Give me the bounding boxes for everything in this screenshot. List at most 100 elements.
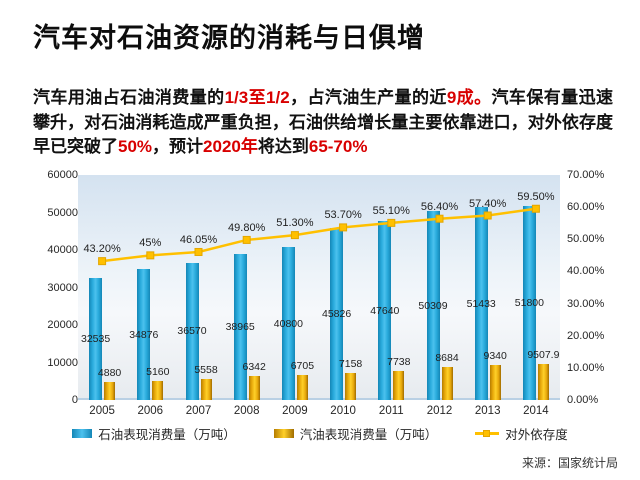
- bar-value-label-gasoline: 6342: [242, 361, 266, 374]
- bar-value-label-gasoline: 7738: [387, 355, 411, 368]
- bar-value-label-gasoline: 8684: [435, 352, 459, 365]
- line-marker: [146, 251, 155, 260]
- line-point-label: 46.05%: [179, 233, 218, 246]
- bar-petroleum-consumption: [185, 262, 199, 400]
- y-axis-tick: 30000: [47, 281, 78, 294]
- x-axis-label: 2005: [89, 405, 115, 417]
- line-marker: [387, 218, 396, 227]
- bar-petroleum-consumption: [281, 247, 295, 400]
- legend-item: 石油表现消费量（万吨）: [72, 424, 236, 443]
- line-marker: [339, 223, 348, 232]
- bar-value-label-petroleum: 36570: [177, 325, 207, 338]
- line-marker: [242, 235, 251, 244]
- line-marker: [290, 231, 299, 240]
- bar-gasoline-consumption: [104, 381, 116, 400]
- line-point-label: 43.20%: [83, 243, 121, 256]
- bar-value-label-petroleum: 47640: [370, 304, 400, 317]
- combo-chart: 0 10000 20000 30000 40000 50000 60000 0.00% 10.0…: [0, 168, 640, 420]
- intro-highlight: 2020年: [203, 137, 258, 156]
- source-note: 来源：国家统计局: [521, 456, 618, 470]
- x-axis-label: 2014: [523, 405, 549, 417]
- y-axis-tick: 40000: [47, 244, 78, 256]
- legend-swatch-line-icon: [475, 429, 500, 438]
- bar-gasoline-consumption: [393, 370, 405, 400]
- bar-petroleum-consumption: [426, 211, 440, 400]
- legend-label: 石油表现消费量（万吨）: [98, 427, 236, 442]
- x-axis-label: 2010: [330, 405, 356, 417]
- right-axis-tick: 50.00%: [567, 233, 605, 246]
- bar-gasoline-consumption: [152, 380, 164, 400]
- bar-value-label-gasoline: 6705: [290, 359, 315, 372]
- legend-swatch-bar-icon: [273, 428, 294, 438]
- intro-highlight: 1/3至1/2: [224, 88, 290, 107]
- page-title: 汽车对石油资源的消耗与日俱增: [33, 23, 425, 53]
- x-axis-label: 2011: [378, 405, 404, 417]
- bar-petroleum-consumption: [522, 205, 536, 400]
- bar-petroleum-consumption: [89, 277, 103, 400]
- line-point-label: 45%: [139, 237, 162, 250]
- bar-gasoline-consumption: [489, 364, 501, 400]
- line-point-label: 51.30%: [276, 217, 314, 230]
- bar-petroleum-consumption: [137, 269, 151, 400]
- intro-text: 将达到: [257, 137, 309, 156]
- y-axis-tick: 50000: [47, 206, 78, 219]
- line-point-label: 56.40%: [420, 200, 459, 213]
- legend-item: 汽油表现消费量（万吨）: [273, 424, 437, 443]
- line-marker: [98, 257, 107, 266]
- line-point-label: 55.10%: [372, 204, 410, 217]
- bar-value-label-petroleum: 51800: [514, 296, 544, 309]
- dependency-line: [98, 204, 540, 266]
- x-axis-label: 2008: [233, 405, 260, 417]
- line-marker: [435, 214, 444, 223]
- intro-text: 汽车用油占石油消费量的: [33, 88, 225, 107]
- bar-value-label-gasoline: 4880: [97, 366, 122, 379]
- right-axis-tick: 30.00%: [567, 297, 605, 310]
- bar-value-label-petroleum: 40800: [273, 317, 303, 330]
- x-axis-label: 2009: [282, 405, 308, 417]
- x-axis-label: 2013: [474, 405, 501, 417]
- intro-text: ，预计: [152, 137, 204, 156]
- y-axis-tick: 0: [71, 394, 78, 406]
- line-point-label: 49.80%: [228, 221, 266, 234]
- bar-petroleum-consumption: [233, 253, 247, 400]
- intro-text: 汽车保有量迅速攀升，对石油消耗造成严重负担，石油供给增长量主要依靠进口，对外依存…: [33, 88, 614, 156]
- bar-value-label-gasoline: 5558: [194, 364, 218, 377]
- right-axis-tick: 60.00%: [567, 201, 605, 214]
- legend-item: 对外依存度: [475, 424, 568, 443]
- legend-label: 对外依存度: [505, 427, 568, 442]
- right-axis-tick: 70.00%: [567, 169, 605, 181]
- right-axis-tick: 40.00%: [567, 265, 605, 278]
- intro-highlight: 65-70%: [308, 137, 368, 156]
- bar-value-label-gasoline: 9340: [483, 349, 507, 362]
- intro-text: ，占汽油生产量的近: [289, 88, 447, 107]
- bar-value-label-gasoline: 9507.9: [527, 349, 560, 362]
- bar-value-label-petroleum: 50309: [418, 299, 448, 312]
- bar-gasoline-consumption: [200, 379, 212, 400]
- y-axis-tick: 20000: [47, 319, 78, 331]
- x-axis-label: 2012: [426, 405, 453, 417]
- bar-value-label-petroleum: 45826: [321, 308, 352, 321]
- intro-highlight: 50%: [118, 137, 153, 156]
- bar-petroleum-consumption: [378, 221, 392, 400]
- bar-value-label-petroleum: 51433: [466, 297, 496, 310]
- line-point-label: 57.40%: [469, 197, 507, 210]
- right-axis-tick: 10.00%: [567, 361, 605, 374]
- intro-highlight: 9成。: [446, 88, 492, 107]
- chart-legend: 石油表现消费量（万吨） 汽油表现消费量（万吨） 对外依存度: [0, 424, 640, 442]
- bar-petroleum-consumption: [474, 207, 488, 400]
- bar-value-label-gasoline: 7158: [338, 358, 363, 371]
- y-axis-tick: 60000: [47, 169, 78, 181]
- bar-value-label-gasoline: 5160: [146, 365, 170, 378]
- line-point-label: 59.50%: [517, 190, 555, 203]
- line-point-label: 53.70%: [324, 209, 362, 222]
- bar-petroleum-consumption: [330, 228, 344, 400]
- right-axis-tick: 0.00%: [567, 394, 599, 406]
- bar-gasoline-consumption: [537, 364, 549, 400]
- bar-gasoline-consumption: [296, 374, 308, 400]
- bar-gasoline-consumption: [345, 373, 357, 400]
- bar-gasoline-consumption: [441, 367, 453, 400]
- intro-paragraph: 汽车用油占石油消费量的1/3至1/2，占汽油生产量的近9成。汽车保有量迅速攀升，…: [33, 86, 613, 160]
- legend-swatch-bar-icon: [72, 428, 93, 438]
- bar-value-label-petroleum: 34876: [129, 328, 159, 341]
